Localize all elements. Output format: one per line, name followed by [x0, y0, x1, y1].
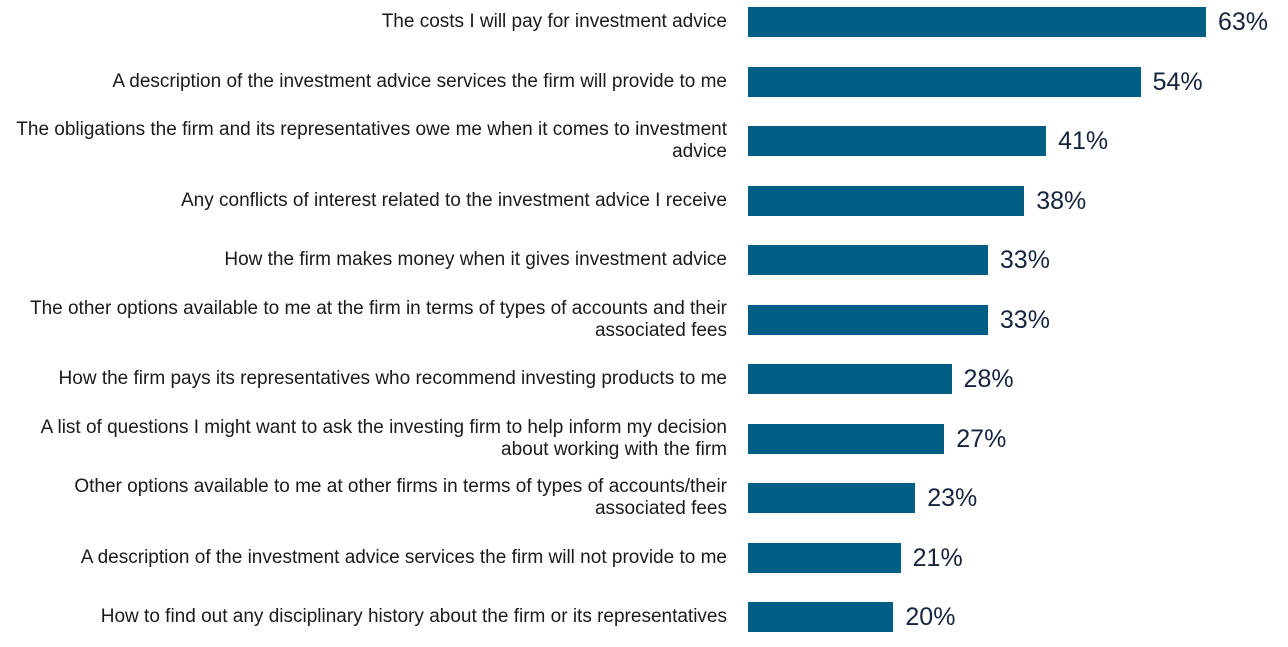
value-label: 41% — [1058, 127, 1109, 155]
category-label: The other options available to me at the… — [29, 297, 727, 341]
value-label: 63% — [1218, 8, 1269, 36]
value-label: 33% — [999, 305, 1050, 334]
bar — [748, 185, 1025, 216]
bar — [748, 126, 1047, 156]
category-label: Other options available to me at other f… — [74, 476, 727, 519]
bar — [748, 602, 894, 632]
value-label: 28% — [963, 365, 1014, 393]
value-label: 21% — [912, 543, 963, 572]
bar — [748, 245, 988, 275]
category-label: The obligations the firm and its represe… — [16, 119, 727, 162]
category-label: A description of the investment advice s… — [80, 546, 727, 568]
value-label: 54% — [1152, 67, 1203, 96]
bar — [748, 364, 952, 394]
bar — [748, 66, 1141, 97]
category-label: A list of questions I might want to ask … — [40, 416, 727, 460]
bar — [748, 304, 988, 335]
value-label: 20% — [905, 603, 956, 631]
value-label: 23% — [927, 484, 978, 512]
category-label: How the firm makes money when it gives i… — [224, 249, 727, 270]
bar — [748, 423, 945, 454]
bar — [748, 542, 901, 573]
category-label: How to find out any disciplinary history… — [100, 606, 727, 627]
value-label: 27% — [956, 424, 1007, 453]
bar — [748, 7, 1206, 37]
category-label: Any conflicts of interest related to the… — [181, 189, 727, 211]
value-label: 38% — [1036, 186, 1087, 215]
bar — [748, 483, 916, 513]
value-label: 33% — [999, 246, 1050, 274]
category-label: How the firm pays its representatives wh… — [58, 368, 727, 389]
category-label: The costs I will pay for investment advi… — [381, 11, 727, 32]
category-label: A description of the investment advice s… — [112, 70, 727, 92]
